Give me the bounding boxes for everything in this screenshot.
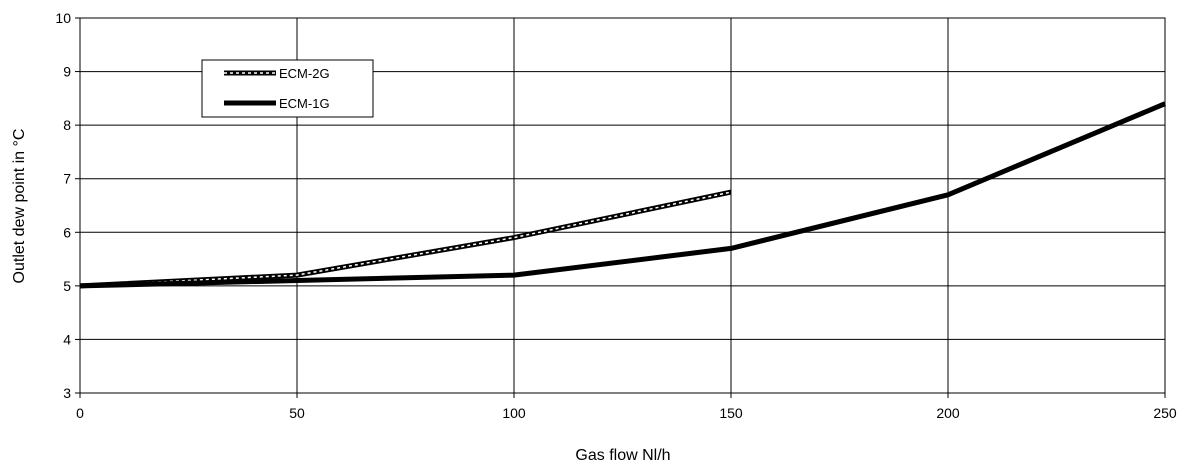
series-line-ecm-2g [79, 189, 732, 289]
y-axis-title: Outlet dew point in °C [11, 129, 28, 284]
series-line-ecm-1g [79, 101, 1166, 289]
y-tick-label: 6 [63, 224, 71, 240]
y-tick-label: 8 [63, 117, 71, 133]
plot-area [79, 17, 1166, 394]
x-tick-label: 200 [936, 405, 960, 421]
x-axis-title: Gas flow Nl/h [575, 447, 670, 464]
x-tick-label: 100 [502, 405, 526, 421]
x-tick-label: 0 [76, 405, 84, 421]
legend-label-ecm-1g: ECM-1G [279, 96, 330, 111]
y-tick-label: 7 [63, 171, 71, 187]
y-tick-label: 4 [63, 331, 71, 347]
legend-label-ecm-2g: ECM-2G [279, 66, 330, 81]
y-tick-label: 10 [55, 10, 71, 26]
x-tick-label: 250 [1153, 405, 1177, 421]
legend-box [201, 59, 374, 118]
x-tick-label: 150 [719, 405, 743, 421]
x-tick-label: 50 [289, 405, 305, 421]
series-line-ecm-2g-dash [79, 191, 732, 287]
series-group [79, 101, 1166, 289]
y-tick-label: 3 [63, 385, 71, 401]
legend: ECM-2G ECM-1G [201, 59, 374, 118]
y-tick-label: 5 [63, 278, 71, 294]
y-tick-label: 9 [63, 64, 71, 80]
